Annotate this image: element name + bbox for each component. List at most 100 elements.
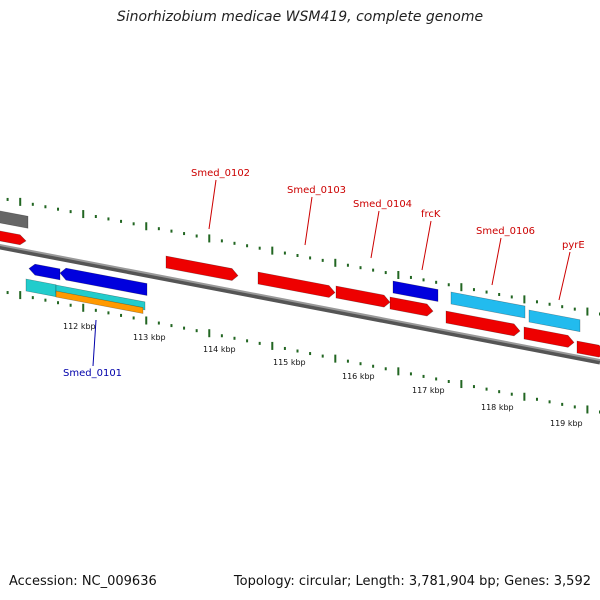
- gene-forward: [257, 271, 336, 298]
- tick-label: 117 kbp: [412, 386, 445, 395]
- minor-tick: [384, 367, 387, 371]
- minor-tick: [31, 296, 34, 300]
- minor-tick: [44, 205, 47, 209]
- major-tick: [460, 380, 463, 389]
- gene-label: Smed_0106: [476, 226, 535, 237]
- minor-tick: [384, 271, 387, 275]
- minor-tick: [359, 266, 362, 270]
- gene-forward: [0, 230, 27, 246]
- major-tick: [586, 307, 589, 316]
- label-leader-line: [558, 251, 571, 301]
- minor-tick: [359, 362, 362, 366]
- gene-label: frcK: [421, 209, 441, 220]
- minor-tick: [94, 308, 97, 312]
- minor-tick: [258, 246, 261, 250]
- minor-tick: [447, 283, 450, 287]
- major-tick: [145, 316, 148, 325]
- minor-tick: [346, 263, 349, 267]
- minor-tick: [309, 352, 312, 356]
- minor-tick: [220, 334, 223, 338]
- gene-cyan: [25, 278, 57, 298]
- gene-label: Smed_0101: [63, 368, 122, 379]
- tick-label: 119 kbp: [550, 419, 583, 428]
- gene-label: Smed_0103: [287, 185, 346, 196]
- gene-reverse: [392, 280, 439, 302]
- gene-features: [0, 210, 600, 358]
- minor-tick: [44, 298, 47, 302]
- gene-forward: [389, 296, 434, 317]
- gene-label: Smed_0104: [353, 199, 412, 210]
- tick-label: 116 kbp: [342, 372, 375, 381]
- minor-tick: [535, 397, 538, 401]
- gene-light-blue: [450, 291, 526, 319]
- minor-tick: [69, 303, 72, 307]
- minor-tick: [233, 241, 236, 245]
- minor-tick: [409, 275, 412, 279]
- minor-tick: [157, 227, 160, 231]
- tick-label: 113 kbp: [133, 333, 166, 342]
- minor-tick: [57, 301, 60, 305]
- minor-tick: [120, 313, 123, 317]
- minor-tick: [561, 402, 564, 406]
- minor-tick: [6, 291, 9, 295]
- minor-tick: [435, 377, 438, 381]
- gene-forward: [576, 340, 600, 358]
- backbone-shadow: [0, 244, 600, 365]
- minor-tick: [69, 210, 72, 214]
- minor-tick: [321, 258, 324, 262]
- minor-tick: [535, 300, 538, 304]
- minor-tick: [94, 215, 97, 218]
- minor-tick: [548, 302, 551, 306]
- minor-tick: [422, 278, 425, 282]
- minor-tick: [472, 288, 475, 292]
- minor-tick: [120, 219, 123, 223]
- minor-tick: [321, 354, 324, 358]
- major-tick: [82, 303, 85, 312]
- minor-tick: [107, 217, 110, 221]
- label-leader-line: [208, 179, 217, 230]
- tick-label: 115 kbp: [273, 358, 306, 367]
- major-tick: [271, 341, 274, 350]
- gene-cyan: [55, 284, 146, 311]
- major-tick: [271, 246, 274, 255]
- minor-tick: [246, 244, 249, 248]
- minor-tick: [409, 372, 412, 376]
- minor-tick: [220, 239, 223, 243]
- minor-tick: [498, 390, 501, 394]
- label-leader-line: [421, 220, 432, 271]
- minor-tick: [510, 392, 513, 396]
- minor-tick: [246, 339, 249, 343]
- tick-label: 112 kbp: [63, 322, 96, 331]
- gene-orange: [55, 290, 144, 314]
- minor-tick: [573, 307, 576, 311]
- major-tick: [397, 271, 400, 279]
- minor-tick: [296, 349, 299, 353]
- minor-tick: [510, 295, 513, 299]
- minor-tick: [435, 280, 438, 284]
- gene-forward: [523, 326, 575, 348]
- minor-tick: [157, 321, 160, 325]
- gene-forward: [445, 310, 521, 337]
- minor-tick: [283, 251, 286, 255]
- minor-tick: [498, 293, 501, 296]
- minor-tick: [548, 400, 551, 404]
- major-tick: [397, 367, 400, 376]
- minor-tick: [183, 326, 186, 330]
- gene-labels: Smed_0101 Smed_0102 Smed_0103 Smed_0104 frcK…: [63, 168, 585, 379]
- minor-tick: [573, 405, 576, 409]
- minor-tick: [195, 329, 198, 333]
- backbone-highlight: [0, 243, 600, 361]
- major-tick: [523, 392, 526, 401]
- major-tick: [460, 283, 463, 292]
- minor-tick: [283, 346, 286, 350]
- dotted-guides: [6, 197, 600, 414]
- minor-tick: [422, 374, 425, 378]
- minor-tick: [183, 232, 186, 236]
- gene-forward: [335, 285, 391, 308]
- minor-tick: [6, 197, 9, 201]
- minor-tick: [132, 222, 135, 226]
- minor-tick: [309, 256, 312, 260]
- minor-tick: [132, 316, 135, 320]
- gene-reverse: [28, 263, 61, 281]
